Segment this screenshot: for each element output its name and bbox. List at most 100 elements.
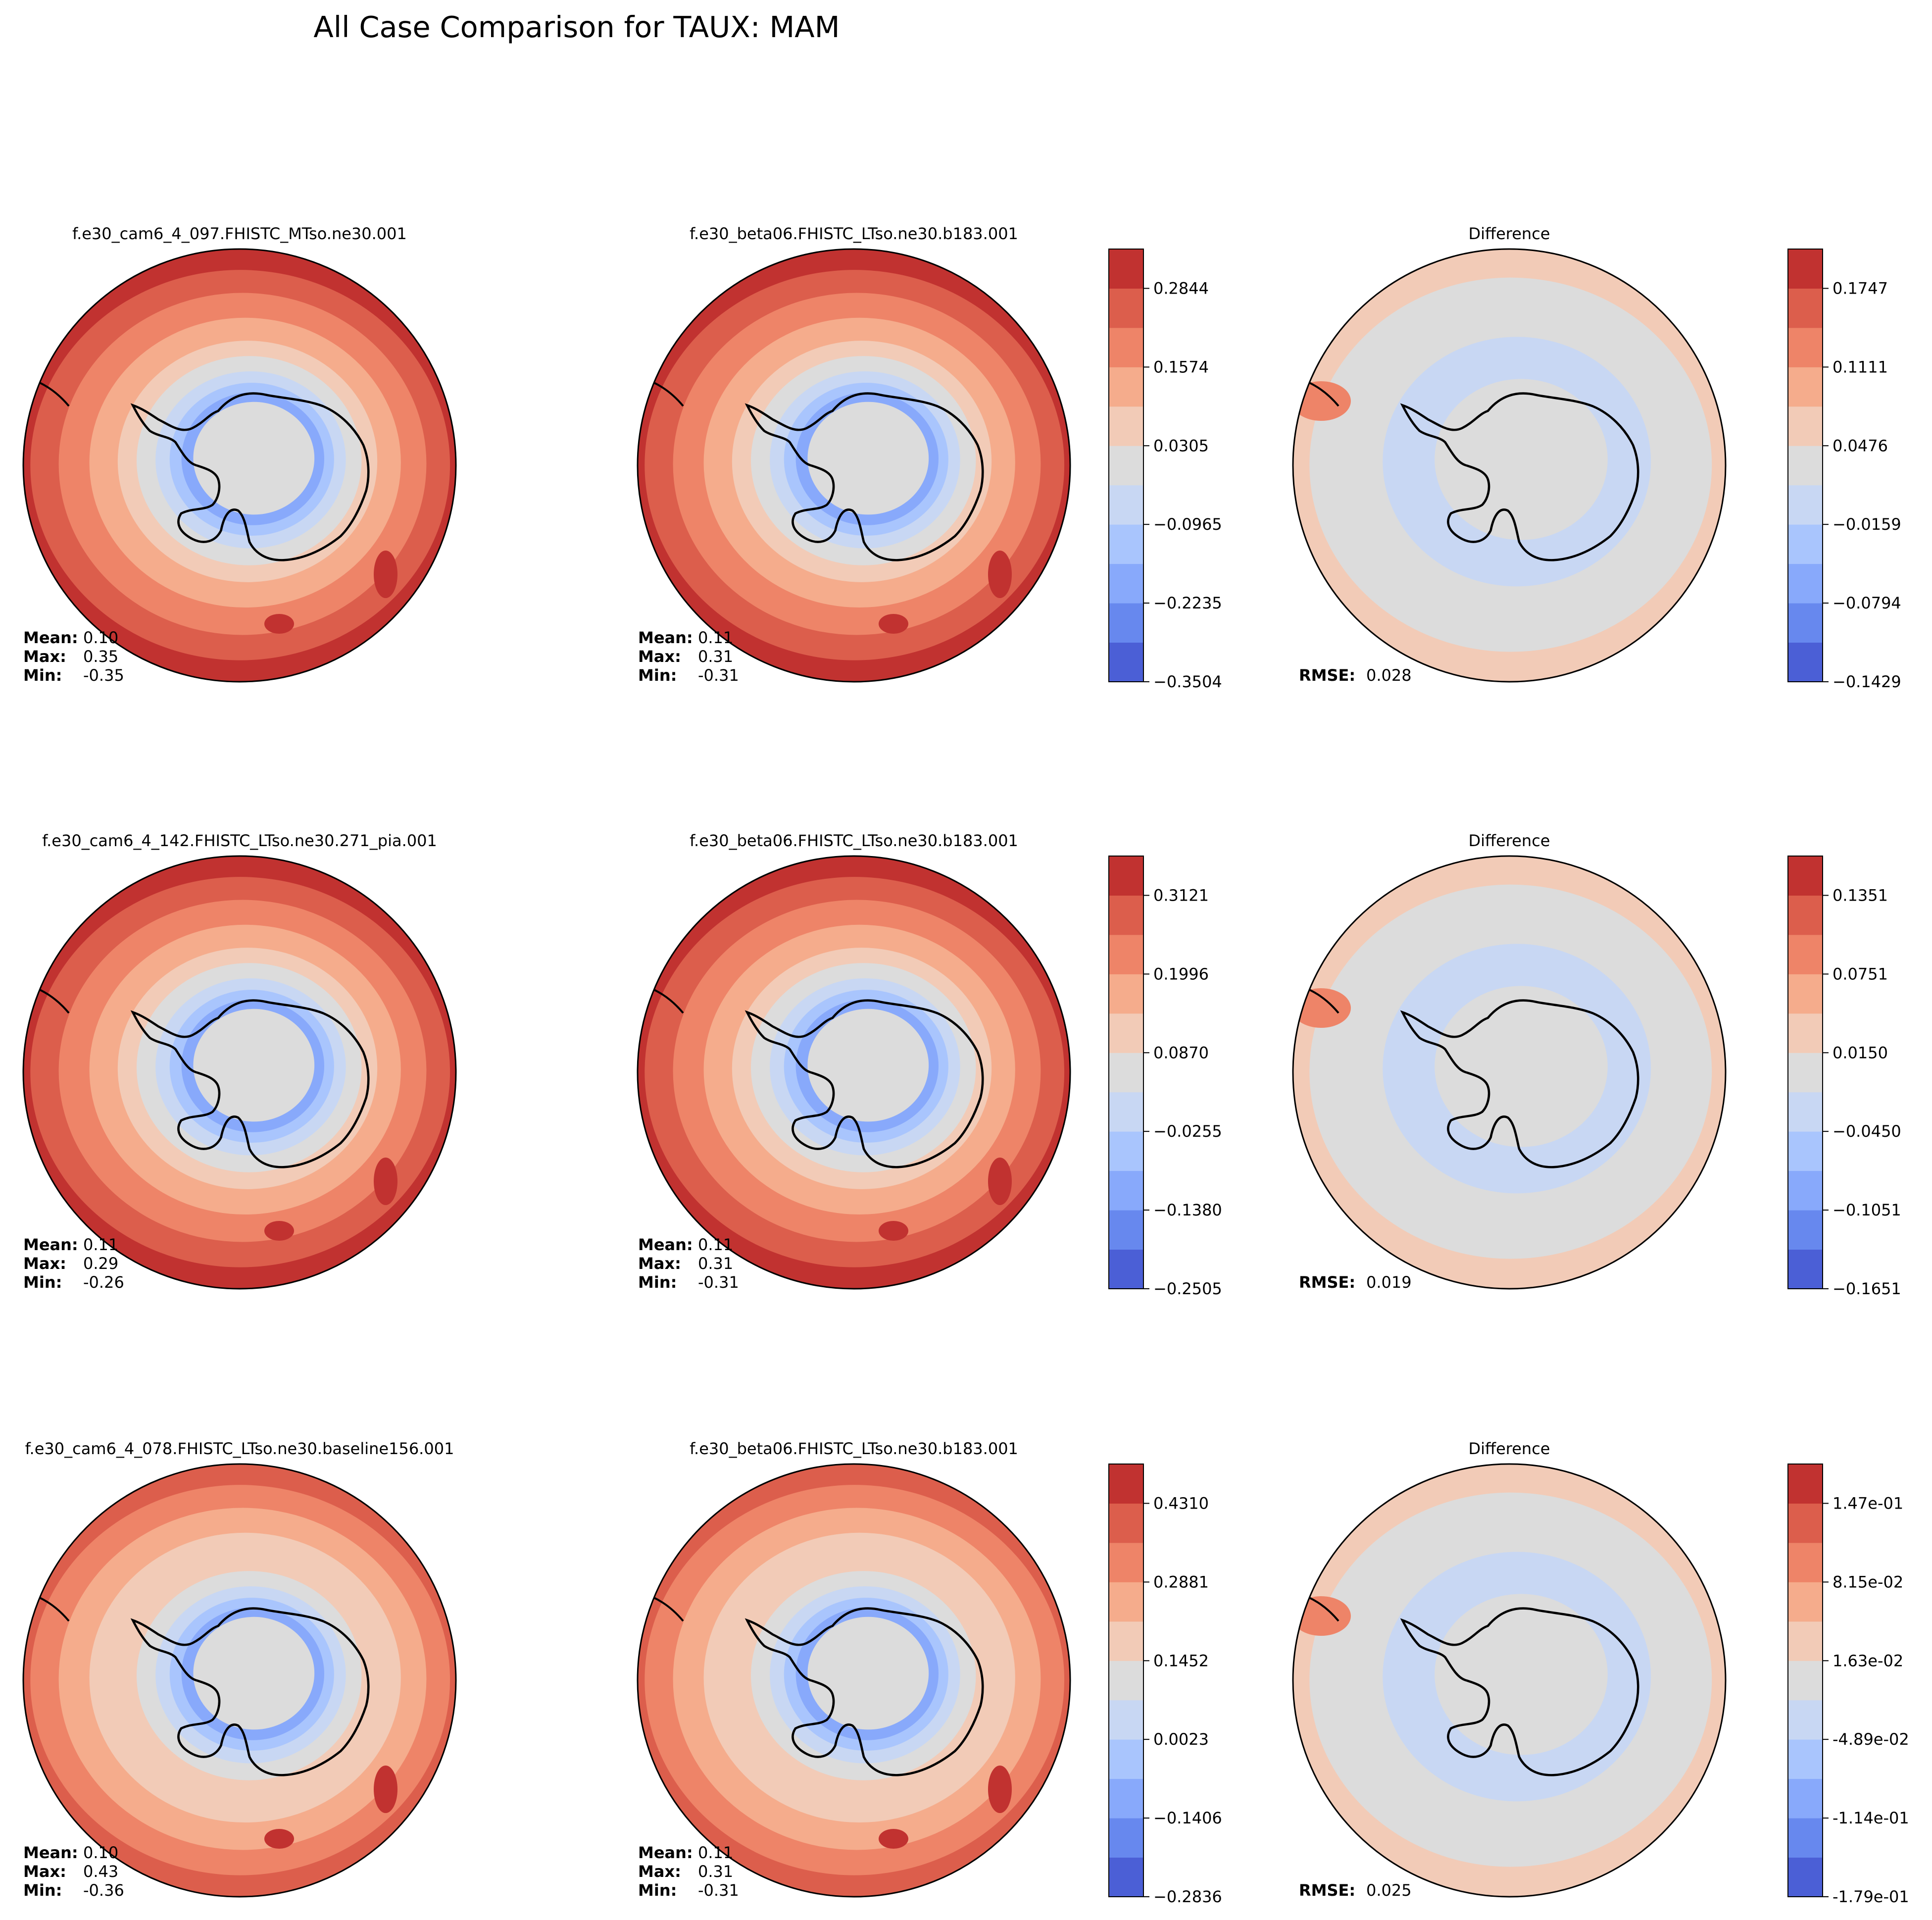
- rmse-value: 0.028: [1366, 666, 1412, 685]
- stat-mean-label: Mean:: [23, 1843, 78, 1862]
- contour-max-patch: [374, 551, 397, 598]
- colorbar-level: [1109, 1170, 1143, 1211]
- colorbar-level: [1109, 895, 1143, 935]
- contour-max-patch: [988, 551, 1012, 598]
- comparison-row-2: f.e30_cam6_4_142.FHISTC_LTso.ne30.271_pi…: [22, 831, 1901, 1298]
- stat-max-value: 0.35: [83, 647, 118, 666]
- colorbar-level: [1109, 406, 1143, 446]
- colorbar-level: [1788, 1464, 1823, 1504]
- difference-colorbar: 0.1747 0.1111 0.0476 −0.0159 −0.0794 −0.1429: [1787, 249, 1901, 691]
- contour-field: [1293, 856, 1726, 1289]
- colorbar-tick-label: 8.15e-02: [1833, 1572, 1903, 1591]
- colorbar-level: [1788, 974, 1823, 1014]
- contour-field: [638, 1464, 1070, 1897]
- colorbar-tick-label: -1.79e-01: [1833, 1887, 1909, 1906]
- colorbar-level: [1788, 1210, 1823, 1250]
- colorbar-level: [1788, 1092, 1823, 1132]
- stat-max-value: 0.43: [83, 1862, 118, 1881]
- colorbar-level: [1788, 934, 1823, 974]
- base-panel-title: f.e30_beta06.FHISTC_LTso.ne30.b183.001: [690, 1439, 1018, 1458]
- colorbar-tick-label: 0.1996: [1153, 964, 1209, 983]
- colorbar-level: [1109, 856, 1143, 896]
- stat-mean-value: 0.11: [698, 628, 733, 647]
- rmse-value: 0.025: [1366, 1881, 1412, 1900]
- map-boundary: [22, 855, 457, 1290]
- stat-min-value: -0.31: [698, 1273, 739, 1292]
- colorbar-level: [1109, 367, 1143, 407]
- stat-min-value: -0.31: [698, 1881, 739, 1900]
- contour-max-patch: [988, 1158, 1012, 1205]
- colorbar-tick-label: 0.0023: [1153, 1730, 1209, 1749]
- contour-peninsula-patch: [1293, 381, 1351, 421]
- contour-field: [638, 856, 1070, 1289]
- stat-min-value: -0.36: [83, 1881, 124, 1900]
- colorbar-tick-label: 0.1747: [1833, 279, 1888, 298]
- colorbar-level: [1109, 1582, 1143, 1622]
- stat-min-label: Min:: [638, 1881, 677, 1900]
- map-boundary: [1292, 1463, 1727, 1898]
- colorbar: 0.2844 0.1574 0.0305 −0.0965 −0.2235 −0.3504: [1108, 249, 1222, 691]
- colorbar-tick-label: 0.2844: [1153, 279, 1209, 298]
- colorbar-level: [1788, 327, 1823, 367]
- colorbar-tick-label: −0.0450: [1833, 1122, 1901, 1141]
- colorbar-level: [1109, 327, 1143, 367]
- test-panel-title: f.e30_cam6_4_097.FHISTC_MTso.ne30.001: [72, 224, 407, 243]
- colorbar-tick-label: 0.3121: [1153, 886, 1209, 905]
- colorbar-tick-label: −0.0794: [1833, 594, 1901, 612]
- contour-band: [1435, 986, 1608, 1147]
- colorbar-level: [1109, 1739, 1143, 1779]
- stat-mean-label: Mean:: [23, 1235, 78, 1254]
- colorbar-tick-label: −0.2836: [1153, 1887, 1222, 1906]
- contour-max-patch: [988, 1766, 1012, 1813]
- colorbar-tick-label: −0.1651: [1833, 1279, 1901, 1298]
- map-boundary: [637, 855, 1071, 1290]
- colorbar-level: [1109, 1210, 1143, 1250]
- contour-field: [638, 249, 1070, 682]
- colorbar-level: [1788, 1700, 1823, 1740]
- colorbar-level: [1788, 406, 1823, 446]
- stat-min-label: Min:: [23, 1881, 62, 1900]
- stat-max-value: 0.31: [698, 647, 733, 666]
- base-panel-title: f.e30_beta06.FHISTC_LTso.ne30.b183.001: [690, 831, 1018, 850]
- colorbar-tick-label: −0.2505: [1153, 1279, 1222, 1298]
- rmse-label: RMSE:: [1299, 1881, 1355, 1900]
- colorbar-level: [1109, 1131, 1143, 1171]
- stat-max-label: Max:: [23, 1254, 66, 1273]
- colorbar-level: [1788, 1542, 1823, 1582]
- colorbar-level: [1109, 288, 1143, 328]
- colorbar-level: [1788, 249, 1823, 289]
- comparison-row-1: f.e30_cam6_4_097.FHISTC_MTso.ne30.001 Mea…: [22, 224, 1901, 691]
- rmse-value: 0.019: [1366, 1273, 1412, 1292]
- colorbar-frame: [1108, 856, 1144, 1289]
- stat-max-label: Max:: [23, 1862, 66, 1881]
- stat-min-label: Min:: [638, 666, 677, 685]
- stat-min-label: Min:: [23, 1273, 62, 1292]
- colorbar-frame: [1108, 249, 1144, 682]
- colorbar-level: [1788, 1053, 1823, 1093]
- colorbar-tick-label: −0.0965: [1153, 515, 1222, 534]
- map-boundary: [22, 1463, 457, 1898]
- colorbar-tick-label: 0.0476: [1833, 436, 1888, 455]
- colorbar-level: [1788, 1249, 1823, 1289]
- stat-mean-label: Mean:: [638, 1843, 693, 1862]
- contour-field: [23, 856, 456, 1289]
- colorbar-level: [1788, 1503, 1823, 1543]
- colorbar-level: [1788, 446, 1823, 486]
- map-boundary: [22, 248, 457, 683]
- colorbar-level: [1788, 856, 1823, 896]
- contour-max-patch: [264, 1221, 294, 1241]
- colorbar-frame: [1787, 1464, 1823, 1897]
- colorbar-level: [1788, 1818, 1823, 1858]
- stat-mean-label: Mean:: [638, 1235, 693, 1254]
- stat-max-label: Max:: [638, 1254, 681, 1273]
- colorbar-level: [1788, 1857, 1823, 1897]
- stat-mean-label: Mean:: [23, 628, 78, 647]
- difference-colorbar: 0.1351 0.0751 0.0150 −0.0450 −0.1051 −0.1651: [1787, 856, 1901, 1298]
- colorbar-tick-label: 0.1574: [1153, 357, 1209, 376]
- stat-mean-value: 0.11: [698, 1235, 733, 1254]
- stat-max-label: Max:: [638, 1862, 681, 1881]
- stat-min-label: Min:: [638, 1273, 677, 1292]
- colorbar-level: [1788, 367, 1823, 407]
- colorbar-level: [1109, 603, 1143, 643]
